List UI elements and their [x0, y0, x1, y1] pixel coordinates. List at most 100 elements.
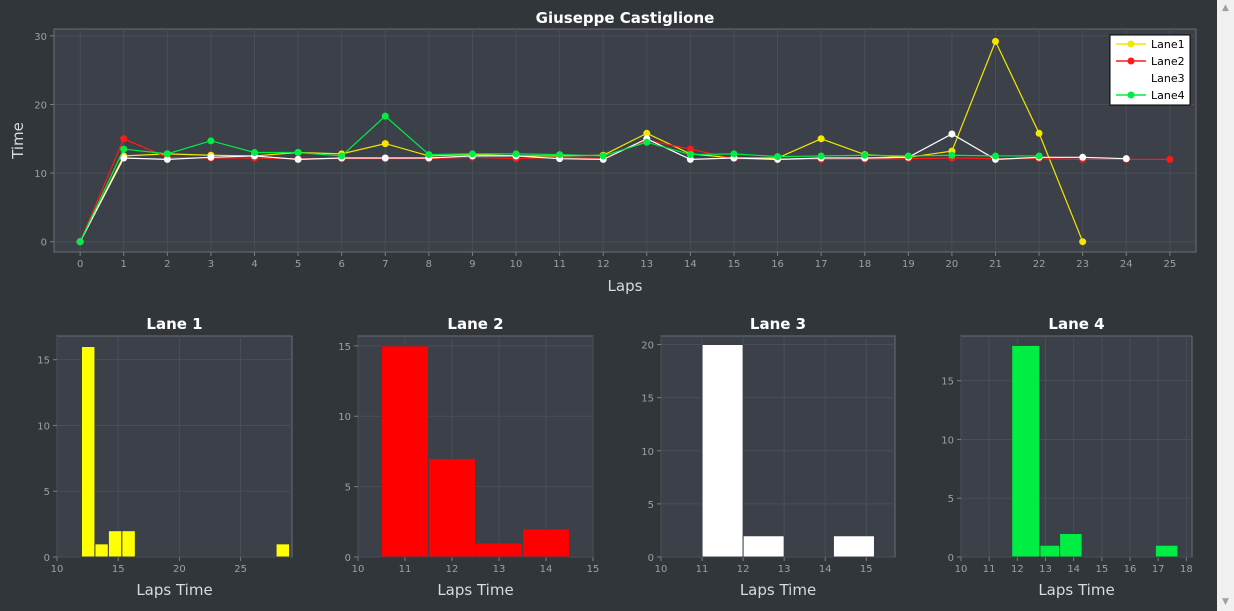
data-point — [817, 135, 825, 143]
x-tick-label: 1 — [121, 259, 127, 270]
histogram-title: Lane 4 — [1048, 315, 1104, 333]
data-point — [1122, 155, 1130, 163]
histogram-bar — [1011, 344, 1041, 558]
x-tick-label: 21 — [989, 259, 1002, 270]
histogram-bar — [742, 535, 785, 558]
y-tick-label: 10 — [641, 447, 654, 458]
data-point — [512, 150, 520, 158]
histogram-bar — [107, 530, 123, 558]
x-tick-label: 7 — [382, 259, 388, 270]
x-tick-label: 6 — [338, 259, 344, 270]
x-tick-label: 25 — [234, 564, 247, 575]
data-point — [294, 149, 302, 157]
data-point — [730, 150, 738, 158]
data-point — [1166, 155, 1174, 163]
histogram-2: 10 11 12 13 14 15 0 5 10 15 Lane 2 Laps Time — [338, 315, 599, 599]
x-tick-label: 12 — [446, 564, 459, 575]
data-point — [468, 150, 476, 158]
data-point — [381, 112, 389, 120]
data-point — [686, 145, 694, 153]
data-point — [948, 151, 956, 159]
histogram-4: 10 11 12 13 14 15 16 17 18 0 5 10 15 Lane 4 Laps Time — [941, 315, 1192, 599]
histogram-title: Lane 1 — [146, 315, 202, 333]
histogram-3: 10 11 12 13 14 15 0 5 10 15 20 Lane 3 Laps Time — [641, 315, 896, 599]
y-tick-label: 5 — [648, 500, 654, 511]
data-point — [120, 135, 128, 143]
y-tick-label: 10 — [37, 421, 50, 432]
x-tick-label: 11 — [553, 259, 566, 270]
x-tick-label: 22 — [1033, 259, 1046, 270]
x-tick-label: 13 — [778, 564, 791, 575]
histogram-bar — [1059, 532, 1083, 558]
x-tick-label: 17 — [1152, 564, 1165, 575]
histogram-bar — [275, 543, 291, 558]
y-tick-label: 5 — [345, 483, 351, 494]
x-tick-label: 10 — [510, 259, 523, 270]
histogram-bar — [522, 528, 570, 558]
x-tick-label: 15 — [728, 259, 741, 270]
histogram-bar — [1039, 544, 1061, 558]
x-tick-label: 18 — [1180, 564, 1193, 575]
data-point — [948, 130, 956, 138]
data-point — [599, 152, 607, 160]
histogram-bar — [121, 530, 136, 558]
x-tick-label: 11 — [983, 564, 996, 575]
data-point — [991, 152, 999, 160]
x-tick-label: 10 — [51, 564, 64, 575]
x-tick-label: 11 — [399, 564, 412, 575]
data-point — [294, 155, 302, 163]
data-point — [643, 138, 651, 146]
data-point — [120, 154, 128, 162]
data-point — [1035, 152, 1043, 160]
x-tick-label: 15 — [112, 564, 125, 575]
x-tick-label: 16 — [1124, 564, 1137, 575]
data-point — [904, 152, 912, 160]
data-point — [1035, 129, 1043, 137]
y-tick-label: 10 — [338, 412, 351, 423]
histogram-plot-area — [56, 335, 293, 558]
histogram-bar — [832, 535, 875, 558]
legend-label: Lane2 — [1151, 55, 1185, 68]
scroll-up-icon[interactable]: ▲ — [1222, 3, 1229, 13]
data-point — [774, 153, 782, 161]
x-tick-label: 25 — [1163, 259, 1176, 270]
scroll-down-icon[interactable]: ▼ — [1222, 597, 1229, 607]
histogram-bar — [94, 543, 109, 558]
y-tick-label: 0 — [44, 553, 50, 564]
x-tick-label: 3 — [208, 259, 214, 270]
x-tick-label: 14 — [1067, 564, 1080, 575]
x-axis-label: Laps — [608, 277, 643, 295]
x-tick-label: 13 — [640, 259, 653, 270]
x-tick-label: 20 — [173, 564, 186, 575]
legend-marker — [1127, 40, 1135, 48]
x-tick-label: 9 — [469, 259, 475, 270]
data-point — [425, 151, 433, 159]
histogram-bar — [428, 457, 476, 558]
data-point — [207, 153, 215, 161]
data-point — [1079, 153, 1087, 161]
legend-box — [1109, 34, 1191, 106]
data-point — [163, 150, 171, 158]
y-tick-label: 0 — [345, 553, 351, 564]
x-tick-label: 12 — [737, 564, 750, 575]
histogram-bar — [1154, 544, 1179, 558]
vertical-scrollbar[interactable]: ▲ ▼ — [1217, 0, 1234, 611]
data-point — [686, 155, 694, 163]
x-tick-label: 15 — [860, 564, 873, 575]
x-tick-label: 13 — [1039, 564, 1052, 575]
data-point — [381, 140, 389, 148]
y-tick-label: 15 — [37, 356, 50, 367]
y-axis-label: Time — [9, 122, 27, 160]
data-point — [163, 155, 171, 163]
y-tick-label: 20 — [34, 100, 47, 111]
histogram-title: Lane 3 — [750, 315, 806, 333]
x-tick-label: 10 — [955, 564, 968, 575]
x-tick-label: 23 — [1076, 259, 1089, 270]
y-tick-label: 30 — [34, 32, 47, 43]
x-tick-label: 20 — [946, 259, 959, 270]
x-tick-label: 8 — [426, 259, 432, 270]
legend-marker — [1127, 57, 1135, 65]
x-tick-label: 13 — [493, 564, 506, 575]
x-tick-label: 14 — [819, 564, 832, 575]
